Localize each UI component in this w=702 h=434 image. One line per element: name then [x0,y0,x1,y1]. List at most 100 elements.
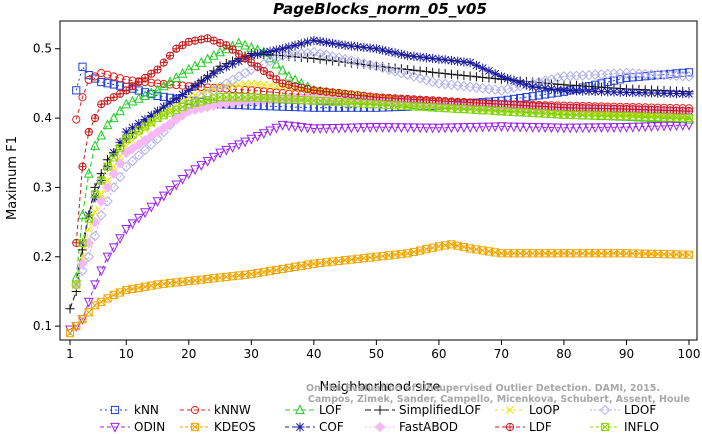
data-point [145,139,157,150]
data-point [102,119,113,130]
data-point [333,123,344,134]
data-point [296,52,306,62]
data-point [72,115,81,124]
data-point [140,73,150,82]
data-point [365,123,376,133]
data-point [428,67,438,77]
data-point [228,45,237,54]
data-point [246,134,257,145]
data-point [471,60,482,70]
data-point [165,186,175,196]
data-point [284,42,294,52]
data-point [65,328,75,338]
data-point [127,95,138,106]
data-point [265,70,275,80]
data-point [147,78,156,87]
plot-frame [59,20,698,341]
legend-marker [506,406,514,414]
data-point [283,70,294,81]
data-point [509,122,519,133]
data-point [139,144,151,156]
data-point [158,122,170,134]
data-point [215,148,225,159]
data-point [590,86,600,96]
data-point [133,213,144,224]
data-point [178,81,187,90]
data-point [108,243,119,254]
data-point [421,74,432,86]
x-tick-label: 40 [306,347,321,361]
data-point [389,65,401,77]
data-point [653,88,663,98]
data-point [371,123,382,133]
data-point [671,88,682,99]
data-point [621,123,632,133]
data-point [315,54,325,64]
data-point [439,78,451,90]
series-line [75,42,690,278]
data-point [365,43,375,53]
data-point [316,103,325,112]
legend-label: KDEOS [214,420,256,434]
data-point [108,112,119,123]
data-point [308,46,320,58]
y-axis-label: Maximum F1 [5,136,20,220]
legend-marker [190,405,200,415]
data-point [409,51,419,61]
data-point [496,71,507,82]
legend-label: COF [319,420,344,434]
data-point [265,126,275,137]
data-point [684,68,694,77]
data-point [127,219,138,230]
legend-label: SimplifiedLOF [399,403,481,417]
data-point [159,102,169,112]
data-point [65,325,75,336]
data-point [596,86,607,97]
data-point [621,87,632,98]
data-point [170,114,182,125]
data-point [97,68,106,78]
data-point [453,56,463,66]
data-point [221,62,231,72]
data-point [414,72,426,84]
data-point [609,87,619,97]
y-tick-label: 0.2 [33,250,52,264]
chart-title: PageBlocks_norm_05_v05 [273,0,487,18]
data-point [309,53,319,64]
data-point [383,64,395,75]
data-point [115,144,125,153]
data-point [603,87,613,97]
data-point [102,182,113,193]
legend-marker [110,422,120,433]
data-point [271,45,281,55]
x-tick-label: 100 [678,347,701,361]
data-point [134,77,143,87]
data-point [115,105,125,116]
data-point [515,78,525,88]
data-point [383,123,394,133]
data-point [552,123,563,134]
data-point [308,124,319,135]
watermark-line-1: Campos, Zimek, Sander, Campello, Micenko… [308,394,690,405]
data-point [259,80,268,89]
legend-marker [374,421,386,433]
data-point [302,123,313,134]
watermark-line-2: On the Evaluation of Unsupervised Outlie… [306,383,660,394]
series-inflo [72,93,694,289]
data-point [434,68,444,78]
data-point [334,39,344,49]
data-point [396,67,407,79]
data-point [546,73,557,85]
legend-item-simplifiedlof: SimplifiedLOF [365,403,481,417]
x-tick-label: 90 [619,347,634,361]
data-point [259,66,268,76]
data-point [290,122,300,133]
legend-label: LDF [529,420,552,434]
data-point [259,48,269,58]
data-point [433,123,444,134]
data-point [484,66,494,76]
data-point [90,190,100,199]
data-point [103,70,112,79]
data-point [565,85,575,96]
data-point [440,55,450,65]
